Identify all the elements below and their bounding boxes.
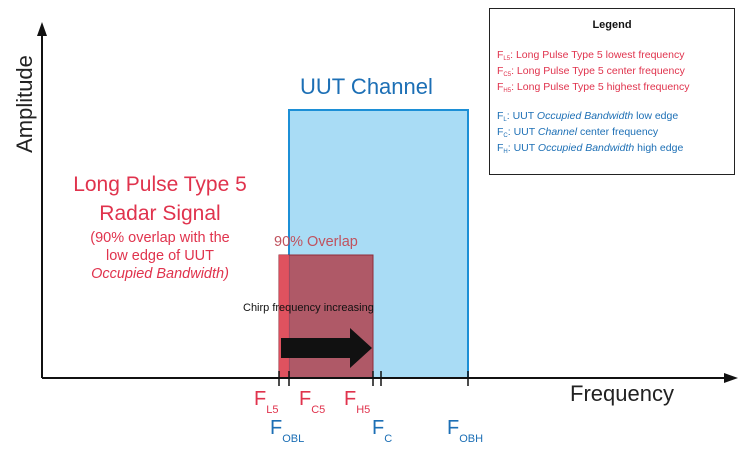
radar-title-line1: Long Pulse Type 5 [73, 173, 247, 196]
diagram-canvas [37, 22, 738, 386]
x-axis-arrowhead [724, 373, 738, 383]
radar-sub-line1: (90% overlap with the [90, 230, 230, 246]
legend-item-fc: FC: UUT Channel center frequency [497, 126, 659, 139]
chirp-arrow [281, 328, 372, 368]
label-fc5: FC5 [299, 388, 326, 416]
legend-title: Legend [592, 19, 632, 31]
legend-item-fc5: FC5: Long Pulse Type 5 center frequency [497, 65, 685, 78]
legend-box: Legend FL5: Long Pulse Type 5 lowest fre… [489, 8, 735, 175]
label-fobh: FOBH [447, 417, 484, 445]
legend-item-fh: FH: UUT Occupied Bandwidth high edge [497, 142, 684, 155]
radar-sub-line3: Occupied Bandwidth) [91, 266, 229, 282]
y-axis-label: Amplitude [12, 55, 37, 153]
radar-title-line2: Radar Signal [99, 202, 221, 225]
radar-left-strip [279, 255, 289, 378]
overlap-label: 90% Overlap [274, 234, 358, 250]
legend-item-fl5: FL5: Long Pulse Type 5 lowest frequency [497, 49, 685, 62]
label-fh5: FH5 [344, 388, 371, 416]
legend-item-fl: FL: UUT Occupied Bandwidth low edge [497, 110, 679, 123]
label-fc: FC [372, 417, 393, 445]
uut-channel-label: UUT Channel [300, 74, 433, 99]
label-fl5: FL5 [254, 388, 279, 416]
chirp-label: Chirp frequency increasing [243, 302, 374, 314]
y-axis-arrowhead [37, 22, 47, 36]
x-axis-label: Frequency [570, 381, 674, 406]
label-fobl: FOBL [270, 417, 305, 445]
radar-sub-line2: low edge of UUT [106, 248, 214, 264]
legend-item-fh5: FH5: Long Pulse Type 5 highest frequency [497, 81, 690, 94]
